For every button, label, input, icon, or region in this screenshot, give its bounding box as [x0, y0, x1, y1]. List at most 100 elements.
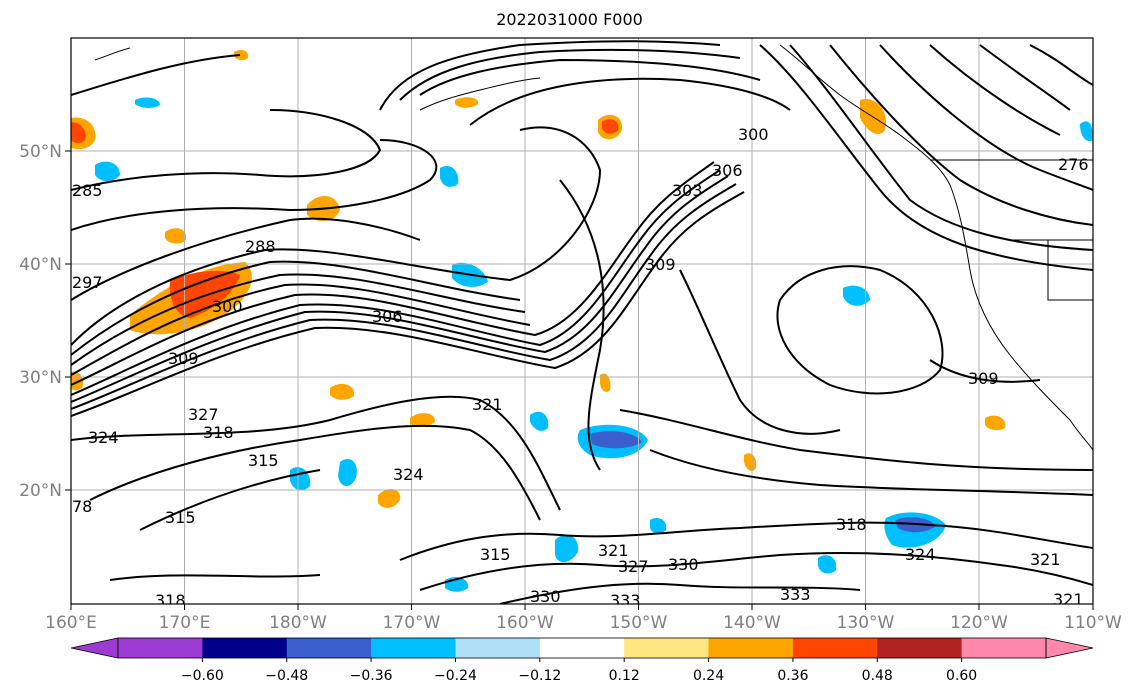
contour-label: 318 — [836, 515, 867, 534]
contour-label: 321 — [1053, 590, 1084, 609]
contour-label: 288 — [245, 237, 276, 256]
colorbar-frame — [117, 637, 1047, 659]
colorbar-tick-label: 0.36 — [777, 668, 808, 684]
colorbar-tick-label: 0.12 — [609, 668, 640, 684]
positive-anomaly-patch — [600, 373, 611, 393]
lon-label: 170°E — [159, 613, 211, 633]
lat-label: 50°N — [19, 142, 62, 162]
contour-label: 330 — [530, 587, 561, 606]
colorbar-bin — [286, 638, 372, 658]
colorbar-tick-label: 0.24 — [693, 668, 724, 684]
contour-label: 300 — [738, 125, 769, 144]
lon-label: 140°W — [723, 613, 781, 633]
lat-label: 20°N — [19, 481, 62, 501]
positive-anomaly-patch — [378, 488, 401, 508]
contour-label: 327 — [188, 405, 219, 424]
negative-anomaly-patch — [530, 411, 549, 431]
map-frame — [70, 37, 1094, 605]
contour-label: 306 — [712, 161, 743, 180]
negative-anomaly-patch — [135, 97, 160, 108]
lon-label: 160°W — [496, 613, 554, 633]
colorbar-over-arrow — [1045, 637, 1094, 659]
contour-label: 78 — [72, 497, 92, 516]
colorbar: −0.60 −0.48 −0.36 −0.24 −0.12 0.12 0.24 0.36 0.4… — [70, 637, 1094, 684]
colorbar-bin — [877, 638, 963, 658]
colorbar-bin — [202, 638, 288, 658]
negative-anomaly-patch — [818, 555, 837, 574]
colorbar-tick-label: 0.60 — [946, 668, 977, 684]
lon-label: 170°W — [383, 613, 441, 633]
colorbar-tick-label: −0.48 — [265, 668, 308, 684]
colorbar-tick-label: −0.24 — [434, 668, 477, 684]
positive-anomaly-patch — [71, 122, 86, 144]
contour-label: 318 — [203, 423, 234, 442]
colorbar-bin — [455, 638, 541, 658]
colorbar-bin — [708, 638, 794, 658]
positive-anomaly-patch — [234, 50, 249, 61]
positive-anomaly-patch — [455, 97, 479, 108]
positive-anomaly-patch — [602, 119, 619, 134]
contour-label: 333 — [780, 585, 811, 604]
lon-label: 110°W — [1064, 613, 1122, 633]
contour-label: 300 — [212, 297, 243, 316]
contour-label: 303 — [672, 181, 703, 200]
colorbar-tick-label: −0.36 — [350, 668, 393, 684]
contour-label: 321 — [1030, 550, 1061, 569]
positive-anomaly-patch — [165, 228, 187, 244]
negative-anomaly-patch — [843, 285, 870, 306]
contour-label: 285 — [72, 181, 103, 200]
contour-label: 321 — [598, 541, 629, 560]
latitude-labels: 20°N 30°N 40°N 50°N — [19, 142, 62, 501]
positive-anomaly-patch — [330, 383, 355, 400]
colorbar-bin — [961, 638, 1047, 658]
contour-label: 333 — [610, 591, 641, 610]
coastlines — [94, 44, 1093, 451]
colorbar-bin — [792, 638, 878, 658]
contour-lines — [71, 40, 1093, 604]
colorbar-tick-label: 0.48 — [862, 668, 893, 684]
contour-label: 330 — [668, 555, 699, 574]
lat-label: 30°N — [19, 368, 62, 388]
contour-label: 324 — [905, 545, 936, 564]
positive-anomaly-patch — [410, 413, 436, 427]
contour-labels: 288 297 300 306 309 327 318 324 315 315 … — [72, 125, 1089, 610]
contour-label: 318 — [155, 591, 186, 610]
contour-label: 327 — [618, 557, 649, 576]
lat-label: 40°N — [19, 255, 62, 275]
colorbar-tick-label: −0.12 — [518, 668, 561, 684]
lon-label: 120°W — [950, 613, 1008, 633]
negative-anomaly-patch — [555, 534, 579, 563]
lon-label: 130°W — [837, 613, 895, 633]
contour-label: 315 — [165, 508, 196, 527]
contour-label: 324 — [393, 465, 424, 484]
map-title: 2022031000 F000 — [496, 10, 643, 29]
contour-label: 315 — [248, 451, 279, 470]
contour-label: 306 — [372, 307, 403, 326]
lon-label: 150°W — [610, 613, 668, 633]
colorbar-bin — [539, 638, 625, 658]
positive-anomaly-patch — [169, 270, 240, 318]
axis-ticks — [65, 150, 1094, 610]
contour-label: 315 — [480, 545, 511, 564]
longitude-labels: 160°E 170°E 180°W 170°W 160°W 150°W 140°… — [45, 613, 1122, 633]
colorbar-bin — [371, 638, 456, 658]
map-panel — [71, 38, 1093, 604]
lon-label: 180°W — [269, 613, 327, 633]
contour-label: 297 — [72, 273, 103, 292]
positive-anomaly-patch — [744, 453, 757, 471]
contour-label: 276 — [1058, 155, 1089, 174]
contour-label: 309 — [968, 369, 999, 388]
contour-label: 324 — [88, 428, 119, 447]
negative-anomaly-patch — [1080, 121, 1093, 142]
contour-label: 321 — [472, 395, 503, 414]
colorbar-bin — [118, 638, 203, 658]
lon-label: 160°E — [45, 613, 97, 633]
negative-anomaly-patch — [338, 458, 357, 487]
negative-anomaly-patch — [95, 161, 120, 182]
contour-label: 309 — [168, 349, 199, 368]
negative-anomaly-patch — [650, 518, 667, 534]
positive-anomaly-patch — [985, 415, 1006, 431]
colorbar-bin — [624, 638, 710, 658]
positive-anomaly-patch — [71, 371, 84, 391]
